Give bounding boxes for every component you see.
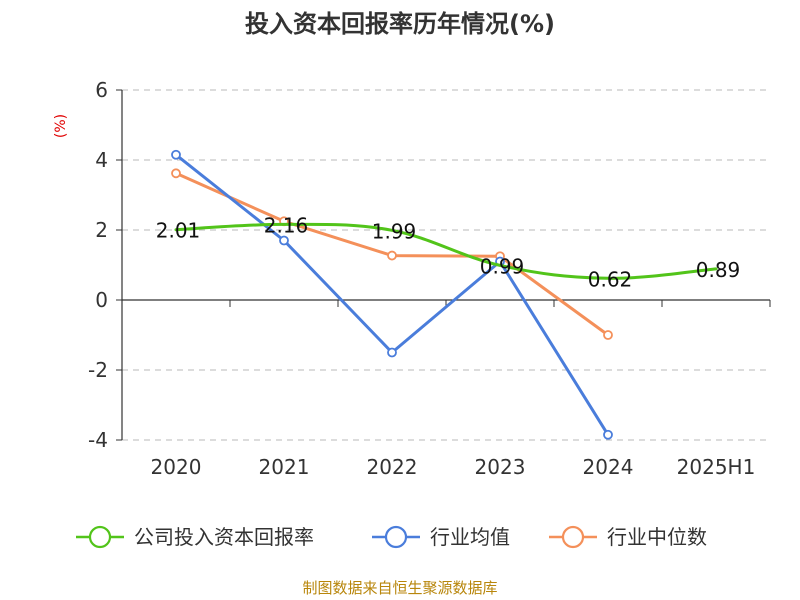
data-point[interactable]: [387, 347, 397, 358]
x-tick-label: 2025H1: [677, 455, 756, 479]
series-line-1: [174, 153, 610, 437]
legend-item-1[interactable]: 行业均值: [372, 525, 510, 549]
legend-marker-icon: [88, 525, 112, 549]
legend-marker-icon: [561, 525, 585, 549]
legend-item-2[interactable]: 行业中位数: [549, 525, 707, 549]
data-point[interactable]: [387, 250, 397, 261]
series-line-0: [174, 222, 718, 280]
source-note: 制图数据来自恒生聚源数据库: [302, 579, 497, 597]
x-tick-label: 2024: [583, 455, 634, 479]
y-unit-label: (%): [53, 114, 69, 138]
data-point[interactable]: [603, 330, 613, 340]
data-label: 0.99: [480, 254, 525, 278]
x-tick-label: 2022: [367, 455, 418, 479]
series-group: [171, 149, 718, 440]
legend-label: 公司投入资本回报率: [134, 525, 314, 549]
x-tick-label: 2021: [259, 455, 310, 479]
data-point[interactable]: [171, 168, 181, 179]
legend-label: 行业中位数: [607, 525, 707, 549]
data-label: 1.99: [372, 219, 417, 243]
data-label: 2.16: [264, 213, 309, 237]
legend-label: 行业均值: [430, 525, 510, 549]
data-label: 2.01: [156, 219, 201, 243]
x-tick-label: 2020: [151, 455, 202, 479]
legend-item-0[interactable]: 公司投入资本回报率: [76, 525, 314, 549]
y-tick-label: 0: [95, 288, 108, 312]
data-point[interactable]: [603, 429, 613, 440]
y-tick-label: 2: [95, 218, 108, 242]
x-tick-label: 2023: [475, 455, 526, 479]
axes: -4 -2 0 2 4 6 2020 2021 2022 2023 2024 2025H1: [88, 78, 771, 479]
data-labels: 2.01 2.16 1.99 0.99 0.62 0.89: [156, 213, 741, 291]
y-tick-label: 4: [95, 148, 108, 172]
y-tick-label: 6: [95, 78, 108, 102]
data-point[interactable]: [171, 149, 181, 160]
data-label: 0.89: [696, 258, 741, 282]
legend-marker-icon: [384, 525, 408, 549]
legend[interactable]: 公司投入资本回报率 行业均值 行业中位数: [76, 525, 707, 549]
data-label: 0.62: [588, 267, 633, 291]
data-point[interactable]: [279, 235, 289, 246]
y-tick-label: -2: [88, 358, 108, 382]
y-tick-label: -4: [88, 428, 108, 452]
chart-title: 投入资本回报率历年情况(%): [245, 10, 555, 38]
grid-lines: [122, 89, 770, 441]
